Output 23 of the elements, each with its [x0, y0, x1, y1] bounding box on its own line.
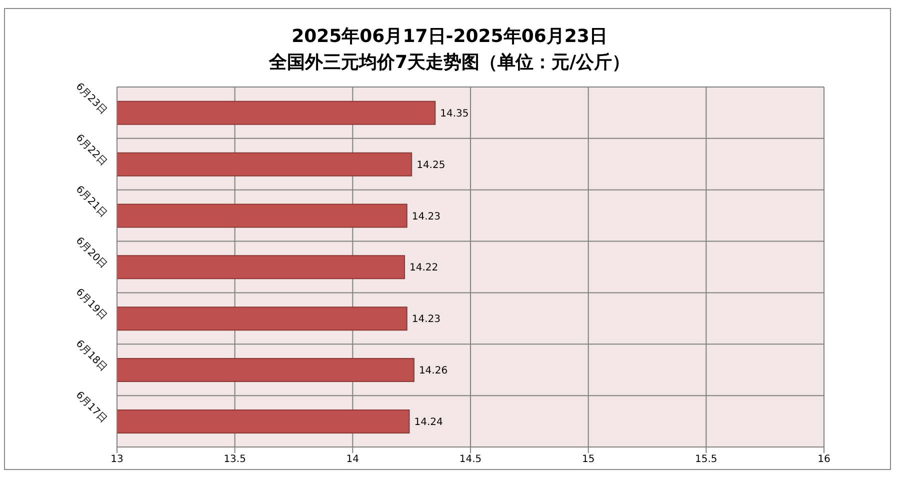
x-tick-label: 13	[110, 454, 124, 466]
x-tick-label: 14	[346, 454, 360, 466]
x-tick-label: 15	[582, 454, 595, 466]
data-label: 14.22	[410, 262, 438, 274]
y-tick-label: 6月17日	[73, 390, 109, 426]
data-label: 14.24	[414, 417, 443, 428]
x-tick-label: 15.5	[695, 454, 718, 466]
data-label: 14.35	[440, 108, 469, 120]
data-label: 14.25	[416, 160, 446, 171]
chart-subtitle: 全国外三元均价7天走势图（单位：元/公斤）	[268, 51, 632, 75]
x-tick-label: 16	[818, 454, 830, 466]
x-tick-label: 14.5	[459, 454, 482, 466]
data-label: 14.23	[412, 211, 441, 222]
chart-title: 2025年06月17日-2025年06月23日	[290, 25, 608, 49]
y-tick-label: 6月20日	[73, 235, 109, 271]
data-label: 14.23	[412, 314, 441, 326]
data-label: 14.26	[418, 366, 448, 377]
y-tick-label: 6月21日	[73, 184, 109, 220]
y-tick-label: 6月22日	[73, 132, 109, 168]
x-tick-label: 13.5	[224, 454, 246, 466]
y-tick-label: 6月19日	[73, 286, 109, 322]
y-tick-label: 6月23日	[73, 81, 109, 117]
y-tick-label: 6月18日	[73, 338, 109, 374]
